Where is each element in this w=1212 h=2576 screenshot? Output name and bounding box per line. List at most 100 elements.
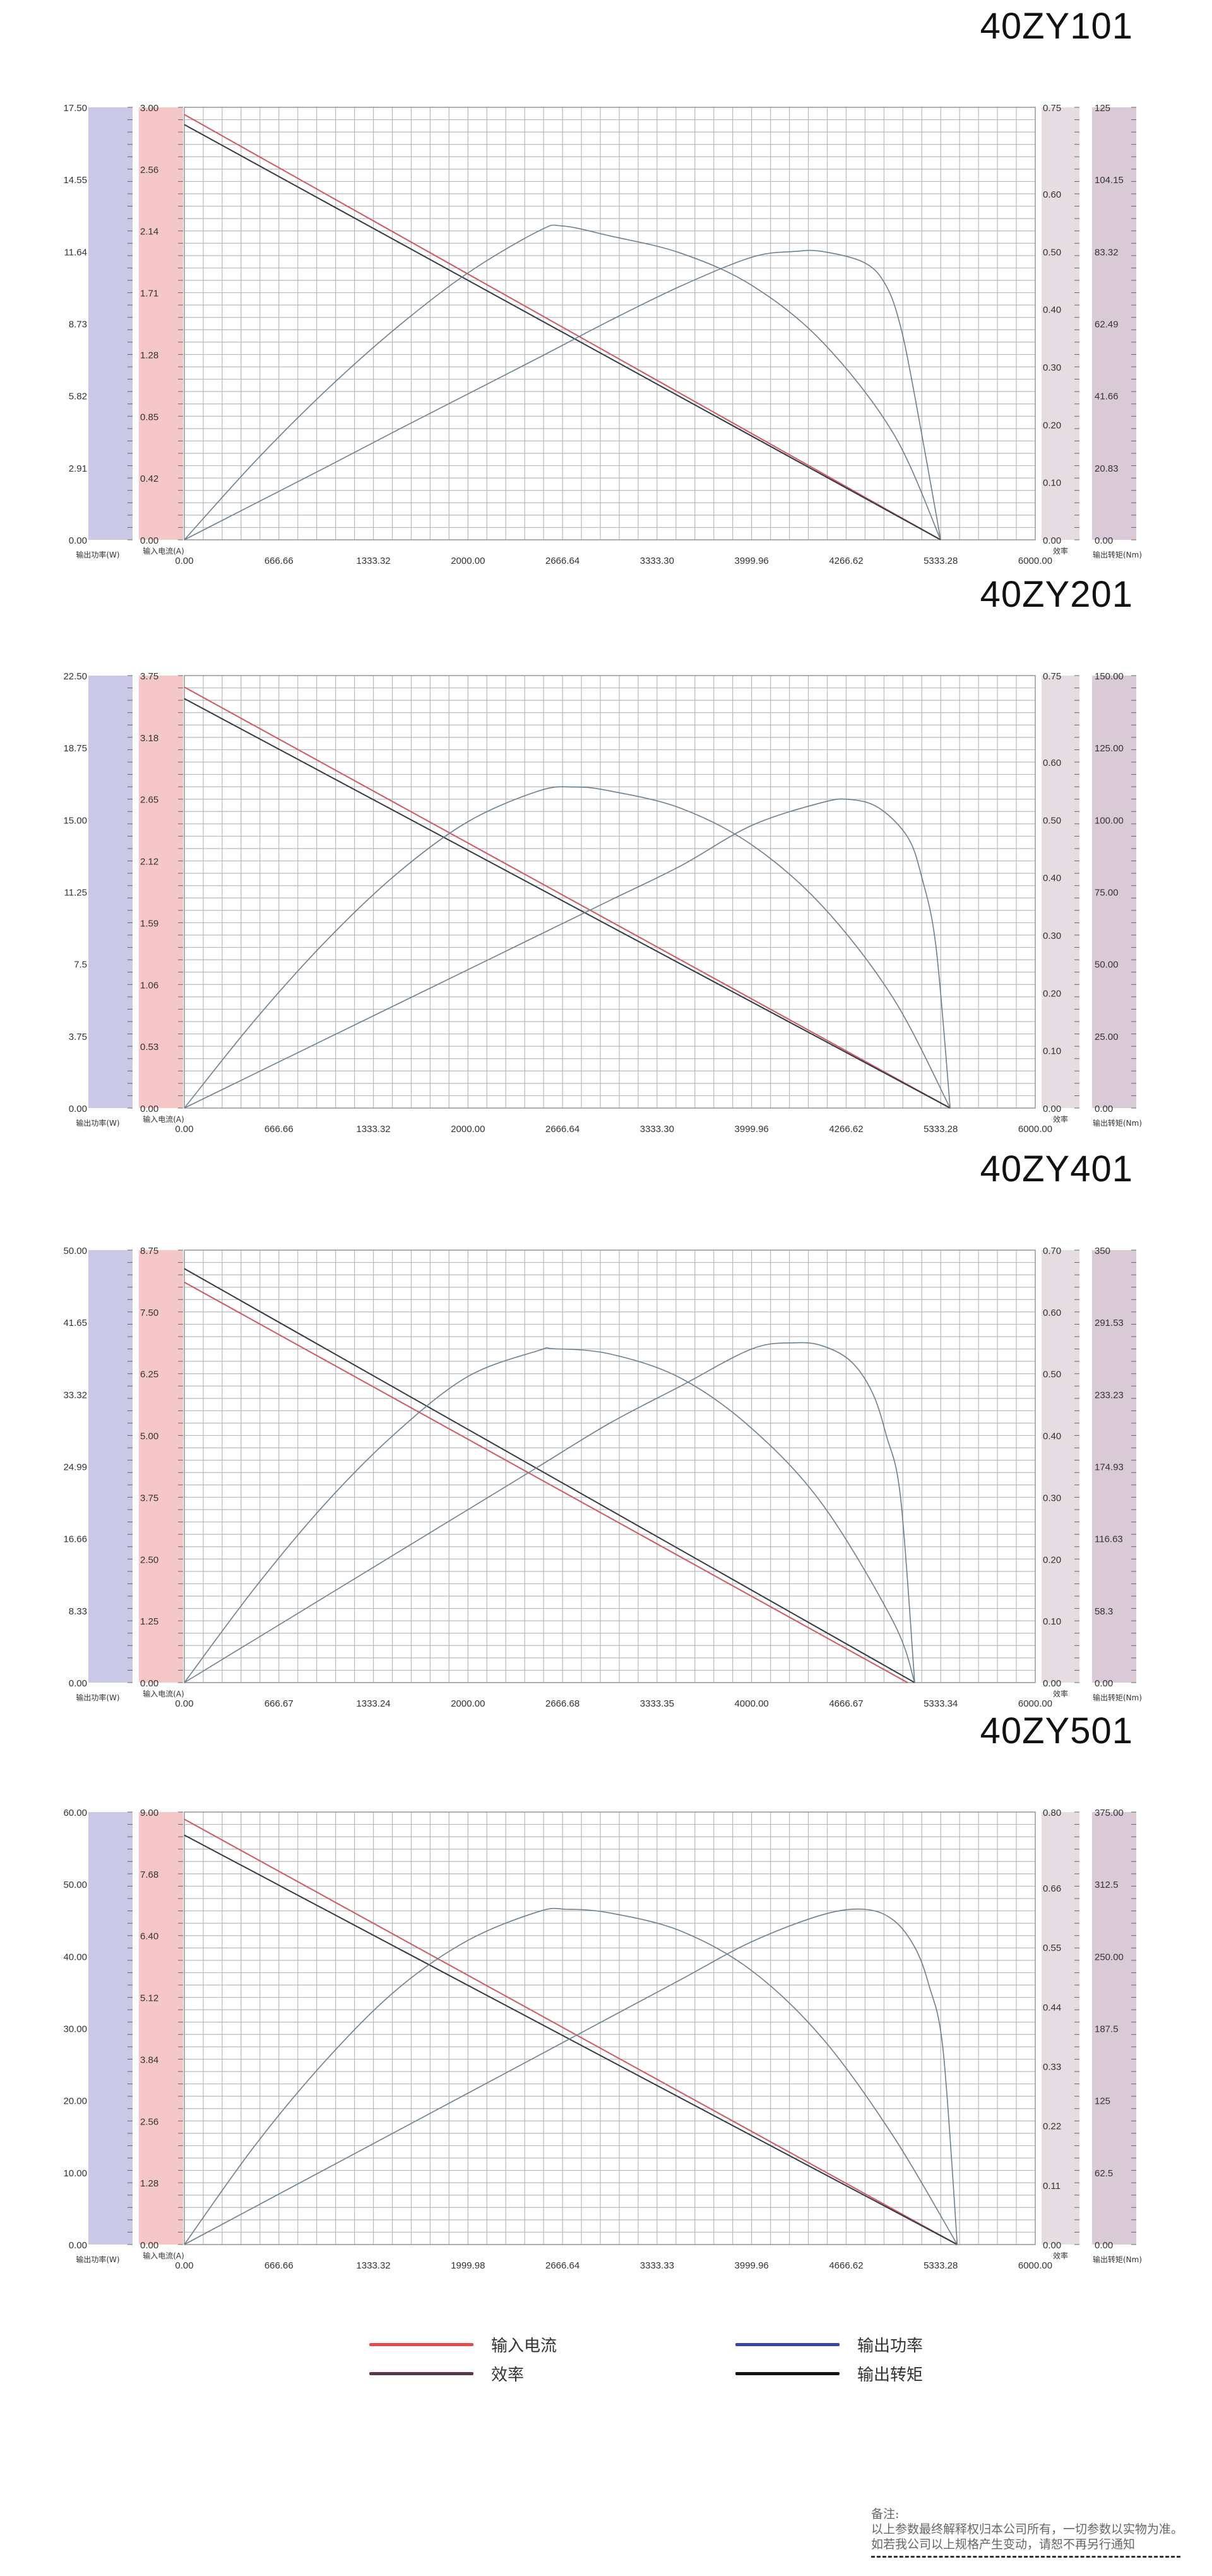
footnote-line-1: 以上参数最终解释权归本公司所有，一切参数以实物为准。	[871, 2522, 1184, 2536]
x-tick-label: 666.66	[264, 2260, 294, 2271]
legend-label-power: 输出功率	[857, 2337, 924, 2356]
power-axis-tick-label: 11.25	[64, 888, 87, 898]
legend: 输入电流 输出功率 效率 输出转矩	[0, 2333, 1212, 2409]
efficiency-axis-tick-label: 0.22	[1043, 2121, 1061, 2132]
x-tick-label: 2666.64	[545, 1124, 579, 1135]
chart-svg: 0.00 10.00 20.00 30.00 40.00 50.00 60.00 0.00 1.…	[63, 1808, 1142, 2271]
efficiency-axis-label: 效率	[1053, 546, 1068, 556]
power-axis-label: 输出功率(W)	[76, 1693, 119, 1702]
torque-axis-tick-label: 150.00	[1095, 671, 1124, 682]
efficiency-axis-tick-label: 0.60	[1043, 189, 1061, 200]
torque-axis-tick-label: 62.49	[1095, 319, 1119, 330]
torque-curve	[184, 1834, 958, 2245]
power-axis-tick-label: 8.33	[69, 1606, 87, 1617]
efficiency-axis-tick-label: 0.75	[1043, 671, 1061, 682]
power-axis-label: 输出功率(W)	[76, 2255, 119, 2264]
power-axis-tick-label: 50.00	[63, 1246, 87, 1256]
current-axis-tick-label: 9.00	[140, 1808, 158, 1818]
legend-swatch-efficiency	[369, 2372, 473, 2375]
power-axis-label: 输出功率(W)	[76, 1118, 119, 1128]
torque-axis-tick-label: 41.66	[1095, 391, 1119, 402]
current-axis-tick-label: 0.00	[140, 535, 158, 546]
current-axis-tick-label: 3.84	[140, 2054, 158, 2065]
legend-swatch-torque	[735, 2372, 840, 2375]
efficiency-axis-tick-label: 0.55	[1043, 1943, 1061, 1953]
efficiency-axis-tick-label: 0.44	[1043, 2002, 1061, 2013]
torque-axis-tick-label: 350	[1095, 1246, 1110, 1256]
current-axis-tick-label: 0.42	[140, 474, 158, 484]
power-axis-tick-label: 3.75	[69, 1032, 87, 1042]
power-axis-tick-label: 18.75	[63, 743, 87, 754]
power-axis-band	[88, 1812, 133, 2245]
efficiency-axis-tick-label: 0.10	[1043, 478, 1061, 489]
chart-title: 40ZY101	[980, 6, 1133, 47]
legend-label-current: 输入电流	[491, 2337, 557, 2356]
efficiency-axis-tick-label: 0.30	[1043, 1493, 1061, 1503]
current-axis-tick-label: 5.00	[140, 1431, 158, 1442]
power-axis-band	[88, 107, 133, 540]
current-axis-tick-label: 2.65	[140, 795, 158, 806]
legend-item-torque: 输出转矩	[735, 2362, 923, 2385]
current-curve	[184, 686, 951, 1109]
x-tick-label: 2000.00	[451, 556, 485, 566]
current-axis-tick-label: 0.00	[140, 1104, 158, 1114]
current-axis-tick-label: 2.56	[140, 165, 158, 176]
efficiency-axis-tick-label: 0.80	[1043, 1808, 1061, 1818]
torque-axis-tick-label: 250.00	[1095, 1952, 1124, 1962]
current-axis-tick-label: 3.00	[140, 103, 158, 114]
torque-axis-tick-label: 0.00	[1095, 535, 1113, 546]
plot-frame	[184, 1811, 1036, 2245]
power-axis-tick-label: 0.00	[69, 535, 87, 546]
efficiency-curve	[184, 249, 941, 540]
efficiency-axis-tick-label: 0.60	[1043, 758, 1061, 768]
efficiency-axis-tick-label: 0.00	[1043, 1678, 1061, 1689]
torque-curve	[184, 124, 941, 540]
current-axis-tick-label: 5.12	[140, 1993, 158, 2004]
torque-axis-tick-label: 20.83	[1095, 463, 1119, 474]
current-axis-band	[139, 676, 183, 1108]
current-axis-tick-label: 3.18	[140, 733, 158, 744]
legend-label-efficiency: 效率	[491, 2366, 525, 2385]
efficiency-axis-band	[1042, 1812, 1079, 2245]
torque-axis-tick-label: 58.3	[1095, 1606, 1113, 1617]
x-tick-label: 4000.00	[735, 1698, 769, 1709]
x-tick-label: 1999.98	[451, 2260, 485, 2271]
efficiency-axis-tick-label: 0.75	[1043, 103, 1061, 114]
power-curve	[184, 1907, 958, 2245]
x-tick-label: 5333.28	[924, 1124, 958, 1135]
chart-svg: 0.00 2.91 5.82 8.73 11.64 14.55 17.50 0.00 0.42 0…	[63, 103, 1142, 566]
efficiency-axis-band	[1042, 107, 1079, 540]
footnote-line-2: 如若我公司以上规格产生变动，请恕不再另行通知	[871, 2537, 1136, 2551]
efficiency-axis-tick-label: 0.33	[1043, 2061, 1061, 2072]
torque-axis-label: 输出转矩(Nm)	[1093, 1693, 1142, 1702]
legend-label-torque: 输出转矩	[857, 2366, 924, 2385]
current-axis-tick-label: 2.56	[140, 2116, 158, 2127]
legend-item-current: 输入电流	[369, 2333, 557, 2356]
torque-axis-label: 输出转矩(Nm)	[1093, 2255, 1142, 2264]
power-axis-tick-label: 20.00	[63, 2096, 87, 2107]
x-tick-label: 2000.00	[451, 1698, 485, 1709]
legend-item-power: 输出功率	[735, 2333, 923, 2356]
current-axis-tick-label: 2.50	[140, 1554, 158, 1565]
x-tick-label: 3333.33	[640, 2260, 674, 2271]
efficiency-curve	[184, 1342, 915, 1683]
efficiency-axis-tick-label: 0.50	[1043, 1369, 1061, 1380]
current-axis-tick-label: 2.12	[140, 857, 158, 868]
torque-axis-tick-label: 25.00	[1095, 1032, 1119, 1042]
torque-axis-tick-label: 116.63	[1095, 1534, 1123, 1545]
chart-40zy501: 40ZY501 0.00 10.00 20.00 30.00 40.00 50.00 60.0…	[0, 1710, 1212, 2298]
x-tick-label: 6000.00	[1018, 1698, 1052, 1709]
efficiency-axis-tick-label: 0.20	[1043, 420, 1061, 431]
power-axis-tick-label: 15.00	[63, 815, 87, 826]
efficiency-axis-tick-label: 0.10	[1043, 1046, 1061, 1057]
torque-axis-tick-label: 62.5	[1095, 2168, 1113, 2179]
current-axis-tick-label: 0.85	[140, 412, 158, 422]
x-tick-label: 1333.32	[356, 556, 390, 566]
current-axis-tick-label: 1.59	[140, 918, 158, 929]
chart-svg: 0.00 8.33 16.66 24.99 33.32 41.65 50.00 0.00 1.2…	[63, 1246, 1142, 1709]
current-axis-tick-label: 1.28	[140, 2178, 158, 2189]
efficiency-axis-label: 效率	[1053, 1114, 1068, 1124]
plot-frame	[184, 107, 1036, 540]
legend-swatch-current	[369, 2343, 473, 2346]
chart-40zy401: 40ZY401 0.00 8.33 16.66 24.99 33.32 41.65 50.00…	[0, 1148, 1212, 1736]
